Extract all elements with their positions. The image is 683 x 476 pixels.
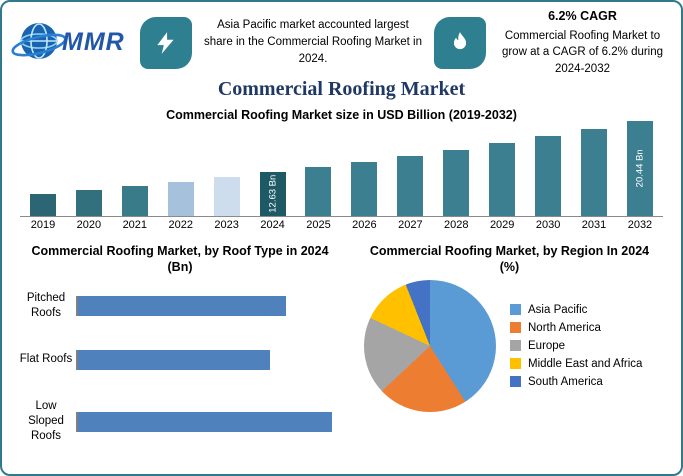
x-tick-2021: 2021 bbox=[122, 219, 148, 231]
legend-item-0: Asia Pacific bbox=[510, 304, 642, 316]
bar-slot-2027 bbox=[387, 117, 433, 216]
header: MMR Asia Pacific market accounted larges… bbox=[2, 2, 681, 77]
bar-slot-2029 bbox=[479, 117, 525, 216]
bar-2032: 20.44 Bn bbox=[626, 120, 653, 216]
roof-category-label: Pitched Roofs bbox=[26, 291, 66, 319]
globe-icon bbox=[11, 22, 67, 59]
x-tick-2025: 2025 bbox=[306, 219, 331, 231]
roof-row-2: Low Sloped Roofs bbox=[16, 388, 348, 456]
x-tick-2029: 2029 bbox=[489, 219, 515, 231]
cagr-text: Commercial Roofing Market to grow at a C… bbox=[501, 29, 664, 75]
bar-slot-2032: 20.44 Bn bbox=[617, 117, 663, 216]
legend-item-4: South America bbox=[510, 376, 642, 388]
x-tick-2024: 2024 bbox=[260, 219, 285, 231]
x-tick-2027: 2027 bbox=[398, 219, 423, 231]
x-tick-2030: 2030 bbox=[535, 219, 561, 231]
bar-value-label-2032: 20.44 Bn bbox=[634, 149, 646, 188]
legend-label: Asia Pacific bbox=[528, 303, 588, 316]
roof-type-chart: Commercial Roofing Market, by Roof Type … bbox=[12, 240, 348, 456]
lightning-icon bbox=[157, 31, 174, 54]
region-chart-title: Commercial Roofing Market, by Region In … bbox=[369, 244, 650, 275]
roof-type-rows: Pitched Roofs Flat Roofs Low Sloped Roofs bbox=[16, 280, 348, 456]
legend-swatch bbox=[510, 358, 521, 369]
bar-slot-2022 bbox=[158, 117, 204, 216]
market-size-bars: 12.63 Bn 20.44 Bn bbox=[20, 117, 663, 217]
market-size-chart: Commercial Roofing Market size in USD Bi… bbox=[20, 103, 663, 235]
bar-2029 bbox=[489, 143, 516, 216]
x-tick-2020: 2020 bbox=[76, 219, 102, 231]
pie-area: Asia Pacific North America Europe Middle Ea… bbox=[348, 279, 671, 412]
bar-slot-2021 bbox=[112, 117, 158, 216]
roof-bar-2 bbox=[78, 411, 333, 432]
bar-2028 bbox=[443, 149, 470, 216]
roof-bar-track bbox=[76, 349, 348, 370]
flame-icon bbox=[453, 31, 467, 49]
bar-2027 bbox=[397, 155, 424, 216]
bar-slot-2020 bbox=[66, 117, 112, 216]
bar-slot-2025 bbox=[296, 117, 342, 216]
bar-2022 bbox=[167, 181, 194, 216]
x-tick-2031: 2031 bbox=[581, 219, 607, 231]
roof-bar-1 bbox=[78, 349, 271, 370]
flame-badge bbox=[434, 16, 486, 69]
roof-type-chart-title: Commercial Roofing Market, by Roof Type … bbox=[31, 244, 329, 275]
bar-slot-2028 bbox=[433, 117, 479, 216]
legend-swatch bbox=[510, 304, 521, 315]
legend-swatch bbox=[510, 340, 521, 351]
mmr-logo: MMR bbox=[10, 14, 130, 72]
bar-slot-2031 bbox=[571, 117, 617, 216]
legend-swatch bbox=[510, 376, 521, 387]
bar-slot-2024: 12.63 Bn bbox=[250, 117, 296, 216]
asia-pacific-note: Asia Pacific market accounted largest sh… bbox=[204, 19, 422, 65]
x-axis-years: 2019 2020 2021 2022 2023 2024 2025 2026 2027 2028… bbox=[20, 219, 663, 235]
x-tick-2019: 2019 bbox=[30, 219, 56, 231]
bar-2026 bbox=[351, 161, 378, 216]
roof-bar-track bbox=[76, 295, 348, 316]
bar-2020 bbox=[75, 190, 102, 216]
x-tick-2022: 2022 bbox=[168, 219, 193, 231]
bar-2019 bbox=[29, 193, 56, 216]
bar-2030 bbox=[535, 136, 562, 216]
x-tick-2028: 2028 bbox=[444, 219, 469, 231]
bar-slot-2030 bbox=[525, 117, 571, 216]
x-tick-2026: 2026 bbox=[352, 219, 377, 231]
bar-slot-2023 bbox=[204, 117, 250, 216]
bar-2031 bbox=[581, 128, 608, 216]
bar-2021 bbox=[121, 186, 148, 216]
legend-item-1: North America bbox=[510, 322, 642, 334]
roof-row-0: Pitched Roofs bbox=[16, 280, 348, 332]
region-legend: Asia Pacific North America Europe Middle Ea… bbox=[510, 298, 642, 394]
legend-label: North America bbox=[528, 321, 601, 334]
bar-value-label-2024: 12.63 Bn bbox=[267, 175, 279, 214]
bar-2024: 12.63 Bn bbox=[259, 172, 286, 216]
lightning-badge bbox=[140, 16, 192, 69]
x-tick-2032: 2032 bbox=[627, 219, 653, 231]
legend-label: South America bbox=[528, 375, 603, 388]
roof-category-label: Flat Roofs bbox=[19, 353, 73, 366]
page-title: Commercial Roofing Market bbox=[217, 78, 466, 100]
bar-2023 bbox=[213, 177, 240, 216]
roof-bar-track bbox=[76, 411, 348, 432]
bar-2025 bbox=[305, 167, 332, 216]
market-size-chart-title: Commercial Roofing Market size in USD Bi… bbox=[166, 108, 517, 122]
legend-label: Europe bbox=[528, 339, 566, 352]
bottom-section: Commercial Roofing Market, by Roof Type … bbox=[2, 240, 681, 456]
roof-category-label: Low Sloped Roofs bbox=[28, 400, 64, 442]
cagr-heading: 6.2% CAGR bbox=[548, 9, 617, 24]
region-pie bbox=[364, 279, 496, 412]
legend-label: Middle East and Africa bbox=[528, 357, 643, 370]
legend-item-3: Middle East and Africa bbox=[510, 358, 642, 370]
bar-slot-2019 bbox=[20, 117, 66, 216]
legend-item-2: Europe bbox=[510, 340, 642, 352]
x-tick-2023: 2023 bbox=[214, 219, 239, 231]
roof-bar-0 bbox=[78, 295, 286, 316]
legend-swatch bbox=[510, 322, 521, 333]
region-chart: Commercial Roofing Market, by Region In … bbox=[348, 240, 671, 456]
roof-row-1: Flat Roofs bbox=[16, 332, 348, 388]
logo-text: MMR bbox=[62, 28, 125, 56]
bar-slot-2026 bbox=[341, 117, 387, 216]
cagr-note: 6.2% CAGR Commercial Roofing Market to g… bbox=[496, 7, 669, 77]
